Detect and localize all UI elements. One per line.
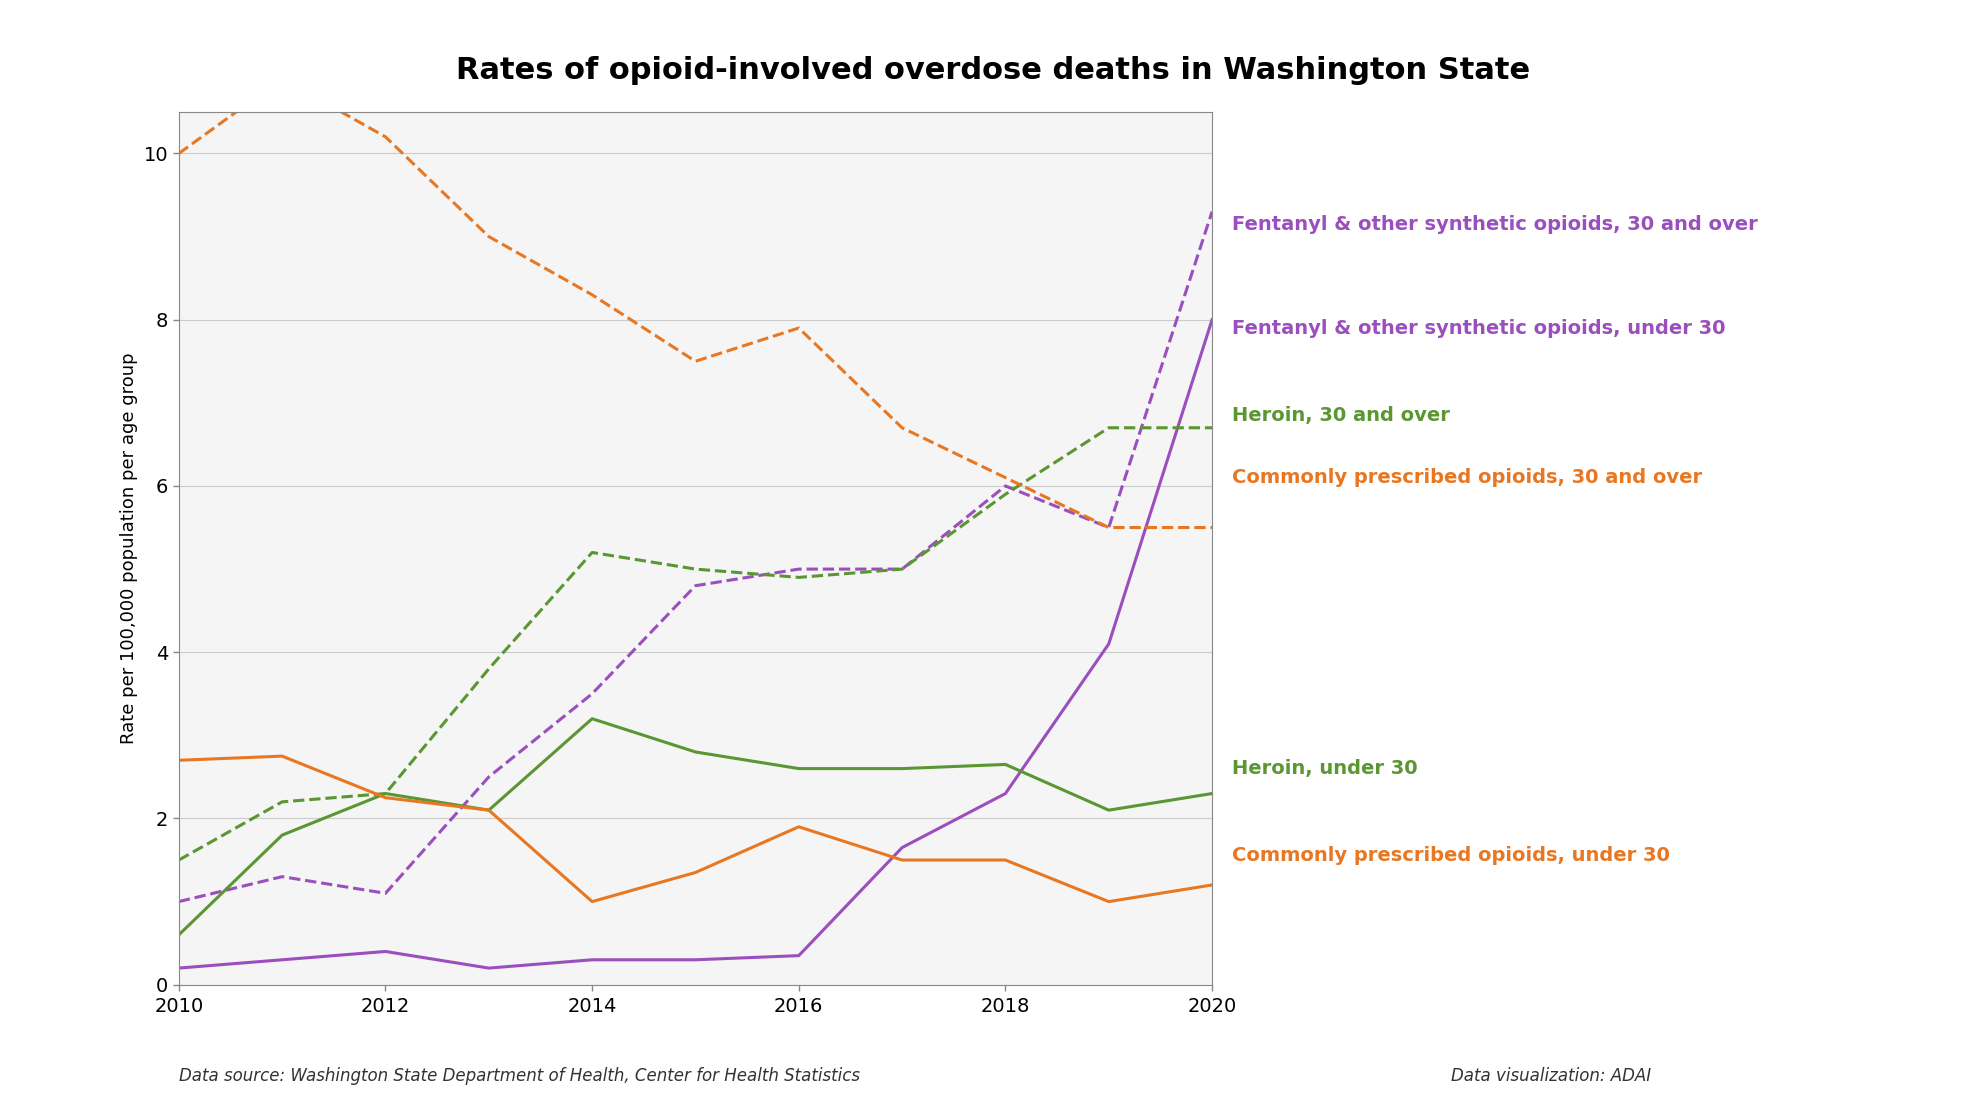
Text: Data source: Washington State Department of Health, Center for Health Statistics: Data source: Washington State Department… [179,1068,860,1085]
Text: Commonly prescribed opioids, 30 and over: Commonly prescribed opioids, 30 and over [1232,468,1703,487]
Text: Heroin, under 30: Heroin, under 30 [1232,759,1417,778]
Text: Heroin, 30 and over: Heroin, 30 and over [1232,406,1451,425]
Text: Rates of opioid-involved overdose deaths in Washington State: Rates of opioid-involved overdose deaths… [457,56,1530,85]
Text: Commonly prescribed opioids, under 30: Commonly prescribed opioids, under 30 [1232,846,1669,865]
Y-axis label: Rate per 100,000 population per age group: Rate per 100,000 population per age grou… [121,352,139,744]
Text: Data visualization: ADAI: Data visualization: ADAI [1451,1068,1651,1085]
Text: Fentanyl & other synthetic opioids, under 30: Fentanyl & other synthetic opioids, unde… [1232,319,1725,338]
Text: Fentanyl & other synthetic opioids, 30 and over: Fentanyl & other synthetic opioids, 30 a… [1232,215,1758,234]
